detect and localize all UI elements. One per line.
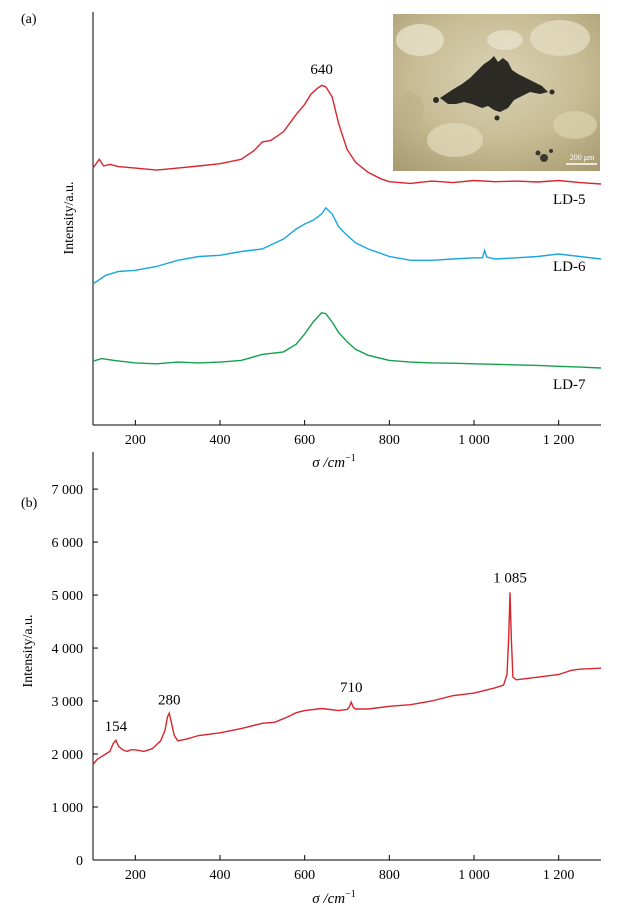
inset-grain xyxy=(396,92,424,128)
panel-b-x-axis-label-sup: −1 xyxy=(345,889,356,900)
inset-grain xyxy=(396,24,444,56)
panel-b-peak-label: 710 xyxy=(340,680,363,696)
panel-a-x-axis-label-sup: −1 xyxy=(345,453,356,464)
inset-grain xyxy=(530,20,590,56)
inset-dendrite-speck xyxy=(433,97,439,103)
panel-a-inset-micrograph: 200 μm xyxy=(393,14,600,171)
panel-a-series-ld5-label: LD-5 xyxy=(553,192,586,208)
inset-dendrite-speck xyxy=(540,154,548,162)
inset-scale-bar-label: 200 μm xyxy=(570,153,595,162)
panel-a-series-ld7-line xyxy=(92,312,602,369)
panel-b: (b) 200 400 600 800 1 000 1 200 0 1 000 2 000 3 … xyxy=(21,452,602,907)
panel-b-y-ticks: 0 1 000 2 000 3 000 4 000 5 000 6 000 7 000 xyxy=(52,483,98,869)
panel-a: (a) 200 400 600 800 1 000 1 200 Intensity/a.u… xyxy=(21,12,602,471)
panel-b-x-tick-label: 400 xyxy=(210,868,231,883)
panel-b-peak-label: 154 xyxy=(105,719,128,735)
inset-grain xyxy=(487,30,523,50)
inset-grain xyxy=(553,111,597,139)
panel-b-y-tick-label: 4 000 xyxy=(52,642,84,657)
panel-b-peak-label: 1 085 xyxy=(493,570,527,586)
panel-b-x-tick-label: 1 000 xyxy=(458,868,490,883)
panel-b-x-axis-label-main: σ /cm xyxy=(312,891,345,907)
panel-a-x-tick-label: 800 xyxy=(379,433,400,448)
panel-b-y-tick-label: 0 xyxy=(76,854,83,869)
panel-b-x-tick-label: 200 xyxy=(125,868,146,883)
panel-b-y-tick-label: 6 000 xyxy=(52,536,84,551)
panel-b-y-tick-label: 1 000 xyxy=(52,801,84,816)
panel-b-spectrum-line xyxy=(92,592,602,766)
inset-dendrite-speck xyxy=(494,115,500,121)
panel-b-peak-annotations: 154 280 710 1 085 xyxy=(105,570,527,734)
panel-a-x-axis-label: σ /cm−1 xyxy=(312,453,355,471)
inset-dendrite-speck xyxy=(535,150,541,156)
panel-a-series-ld6-label: LD-6 xyxy=(553,259,586,275)
panel-b-y-tick-label: 7 000 xyxy=(52,483,84,498)
panel-a-x-tick-label: 200 xyxy=(125,433,146,448)
panel-b-x-axis-label: σ /cm−1 xyxy=(312,889,355,907)
panel-b-peak-label: 280 xyxy=(158,692,181,708)
panel-a-peak-label-640: 640 xyxy=(310,62,333,78)
panel-a-x-ticks: 200 400 600 800 1 000 1 200 xyxy=(125,420,575,448)
inset-grain xyxy=(427,123,483,157)
inset-dendrite-speck xyxy=(549,89,555,95)
panel-a-x-tick-label: 1 000 xyxy=(458,433,490,448)
panel-a-x-axis-label-main: σ /cm xyxy=(312,455,345,471)
panel-a-x-tick-label: 400 xyxy=(210,433,231,448)
panel-b-y-axis-label: Intensity/a.u. xyxy=(21,614,36,687)
panel-b-y-tick-label: 3 000 xyxy=(52,695,84,710)
panel-b-y-tick-label: 5 000 xyxy=(52,589,84,604)
panel-a-label: (a) xyxy=(21,12,37,27)
panel-a-series-ld5-line xyxy=(92,84,602,185)
panel-a-y-axis-label: Intensity/a.u. xyxy=(62,181,77,254)
panel-b-x-tick-label: 600 xyxy=(294,868,315,883)
panel-a-x-tick-label: 1 200 xyxy=(543,433,575,448)
panel-a-x-tick-label: 600 xyxy=(294,433,315,448)
panel-b-y-tick-label: 2 000 xyxy=(52,748,84,763)
inset-dendrite xyxy=(440,56,548,112)
panel-b-x-tick-label: 800 xyxy=(379,868,400,883)
panel-b-label: (b) xyxy=(21,496,38,511)
panel-a-series-ld7-label: LD-7 xyxy=(553,377,586,393)
panel-a-series-ld6-line xyxy=(92,206,602,285)
panel-b-x-ticks: 200 400 600 800 1 000 1 200 xyxy=(125,855,575,883)
inset-dendrite-speck xyxy=(549,149,553,153)
panel-b-x-tick-label: 1 200 xyxy=(543,868,575,883)
